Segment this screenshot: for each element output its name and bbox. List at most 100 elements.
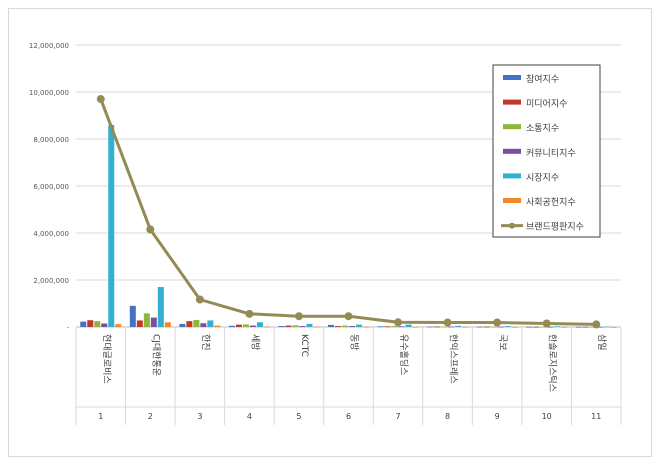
bar-1-2: [129, 305, 136, 327]
bar-2-1: [87, 320, 94, 327]
bar-3-6: [342, 325, 348, 327]
bar-3-9: [490, 326, 497, 328]
bar-2-3: [186, 321, 193, 327]
brand-reputation-chart: - 2,000,000 4,000,000 6,000,000 8,000,000 10,…: [29, 42, 622, 425]
legend-swatch: [503, 124, 521, 130]
category-index: 4: [247, 412, 252, 421]
bar-4-3: [200, 323, 207, 327]
bar-4-11: [596, 326, 603, 328]
category-label: KCTC: [299, 334, 309, 357]
category-label: 유수홀딩스: [398, 334, 410, 375]
category-index: 5: [296, 412, 301, 421]
bar-5-4: [256, 322, 263, 327]
bar-1-4: [228, 325, 235, 327]
brand-index-point-9: [493, 318, 502, 327]
legend-label: 소통지수: [526, 123, 559, 134]
legend-label: 브랜드평판지수: [526, 222, 584, 233]
category-index: 8: [445, 412, 450, 421]
bar-6-7: [412, 326, 419, 328]
bar-4-8: [448, 326, 455, 328]
bar-4-9: [497, 326, 504, 328]
legend-swatch: [503, 173, 521, 179]
bar-4-7: [398, 326, 405, 328]
brand-index-point-2: [146, 225, 155, 234]
bar-1-5: [278, 326, 285, 327]
bar-6-11: [610, 326, 617, 328]
chart-frame: - 2,000,000 4,000,000 6,000,000 8,000,000 10,…: [8, 8, 652, 457]
bar-5-3: [207, 320, 214, 327]
bar-6-5: [313, 326, 320, 328]
y-tick-label: 6,000,000: [33, 183, 69, 191]
category-label: 동방: [349, 334, 360, 351]
brand-index-point-3: [195, 295, 204, 304]
category-label: 세방: [249, 334, 260, 351]
bar-2-7: [384, 326, 391, 328]
category-label: 현대글로비스: [101, 334, 112, 384]
category-index: 7: [395, 412, 400, 421]
bar-3-2: [143, 313, 150, 327]
y-tick-label: 4,000,000: [33, 230, 69, 238]
bar-2-6: [335, 326, 341, 327]
bar-6-6: [363, 326, 369, 328]
bar-4-4: [249, 325, 256, 327]
legend-label: 커뮤니티지수: [526, 148, 576, 159]
bar-1-9: [476, 326, 483, 328]
bar-3-4: [242, 324, 249, 327]
bar-2-10: [533, 326, 540, 328]
category-label: 한솔로지스틱스: [547, 334, 559, 392]
bar-4-10: [547, 326, 554, 328]
bar-1-3: [179, 323, 186, 327]
bar-5-6: [356, 324, 362, 327]
bar-5-5: [306, 323, 313, 327]
bar-6-3: [214, 325, 221, 327]
bar-1-1: [80, 321, 87, 327]
y-tick-label: 12,000,000: [29, 42, 69, 50]
bar-5-1: [108, 124, 115, 328]
bar-2-5: [285, 325, 292, 327]
brand-index-point-7: [394, 318, 403, 327]
legend-swatch: [503, 198, 521, 203]
bar-3-10: [540, 326, 547, 328]
y-tick-label: -: [66, 324, 69, 332]
bar-5-7: [405, 324, 412, 327]
bar-3-7: [391, 326, 398, 327]
brand-index-point-4: [245, 309, 254, 318]
bar-6-9: [511, 326, 518, 328]
bar-3-1: [94, 321, 101, 327]
brand-index-point-6: [344, 312, 353, 321]
bar-3-8: [441, 326, 448, 328]
bar-2-2: [136, 320, 143, 327]
category-label: CJ대한통운: [150, 334, 161, 376]
category-label: 국보: [497, 334, 508, 351]
y-tick-label: 8,000,000: [33, 136, 69, 144]
legend-label: 사회공헌지수: [526, 197, 576, 208]
brand-index-point-11: [592, 320, 601, 329]
legend-label: 미디어지수: [526, 99, 567, 110]
bar-1-8: [427, 326, 434, 328]
bar-6-1: [115, 324, 122, 327]
bar-1-10: [526, 326, 533, 328]
bar-6-10: [561, 326, 568, 328]
category-index: 9: [495, 412, 500, 421]
bar-3-11: [589, 326, 596, 328]
category-index: 11: [591, 412, 601, 421]
brand-index-point-5: [294, 312, 303, 321]
bar-2-8: [434, 326, 441, 328]
legend-swatch: [503, 99, 521, 105]
bar-5-11: [603, 326, 610, 328]
category-label: 한진: [200, 334, 211, 351]
brand-index-point-8: [443, 318, 452, 327]
bar-1-7: [377, 326, 384, 328]
bar-5-8: [455, 325, 462, 327]
y-tick-label: 10,000,000: [29, 89, 69, 97]
bar-2-9: [483, 326, 490, 328]
category-index: 10: [542, 412, 552, 421]
bar-6-8: [462, 326, 469, 328]
category-label: 삼일: [596, 334, 607, 351]
y-tick-label: 2,000,000: [33, 277, 69, 285]
bar-3-5: [292, 325, 299, 327]
bar-2-4: [235, 324, 242, 327]
bar-4-6: [349, 326, 355, 327]
bar-2-11: [582, 326, 589, 328]
bar-6-2: [164, 322, 171, 327]
